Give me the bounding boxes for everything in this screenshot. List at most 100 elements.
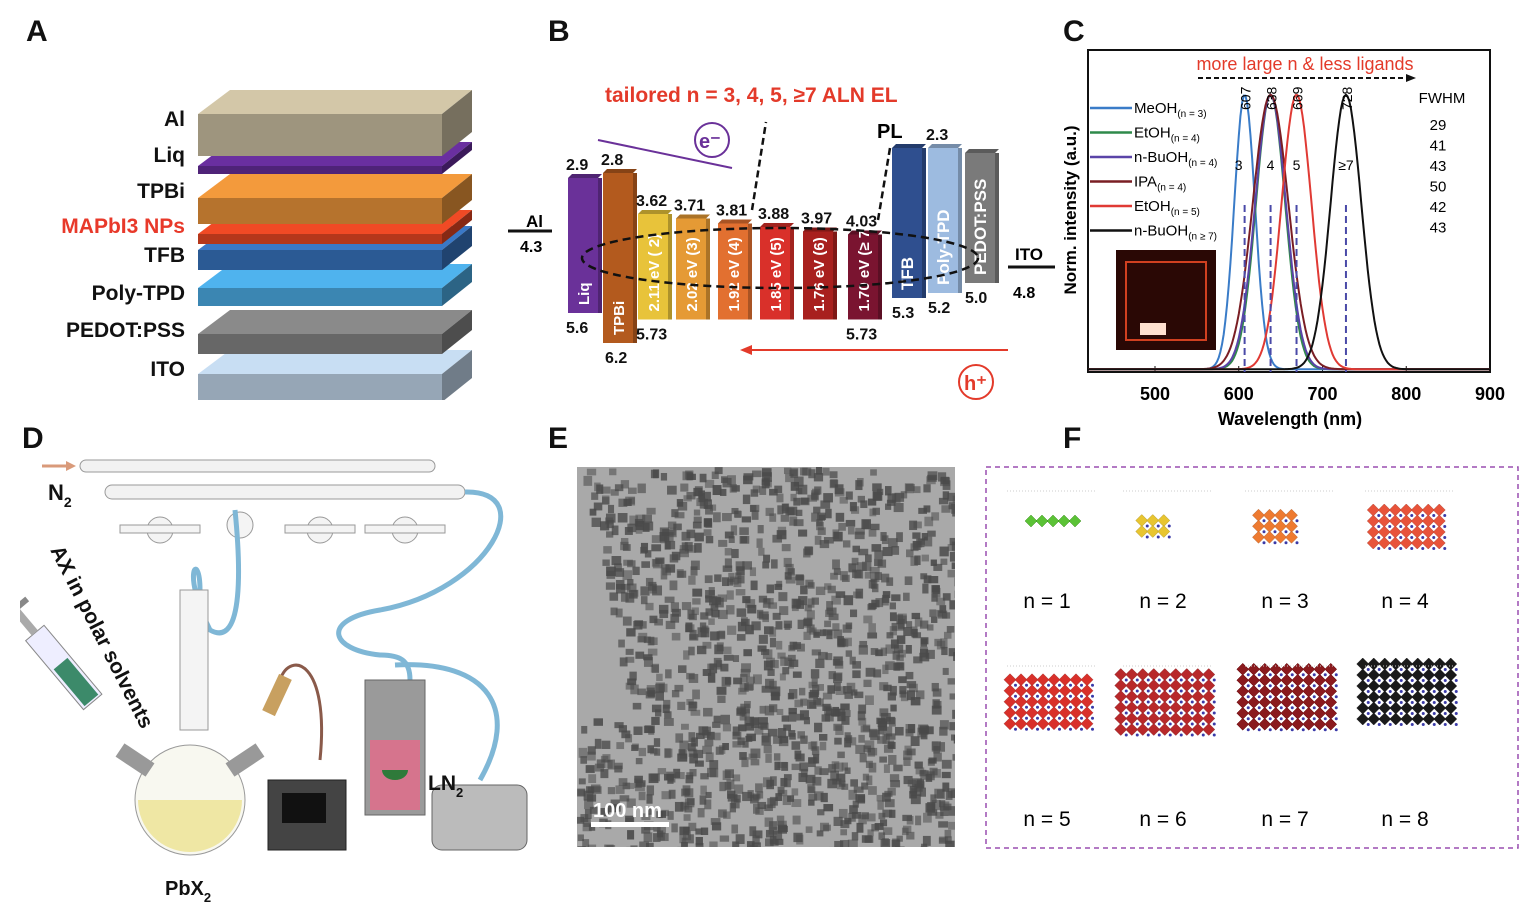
nanocrystal xyxy=(635,651,645,659)
nanocrystal xyxy=(701,625,709,634)
a-site-cation xyxy=(1124,722,1128,726)
octahedron xyxy=(1411,690,1425,704)
nanocrystal xyxy=(709,841,718,847)
nanocrystal xyxy=(747,790,754,799)
layer-7-front xyxy=(198,374,442,400)
nanocrystal xyxy=(639,841,649,847)
a-site-cation xyxy=(1334,695,1338,699)
a-site-cation xyxy=(1388,723,1392,726)
a-site-cation xyxy=(1388,690,1392,693)
nanocrystal xyxy=(941,646,948,656)
nanocrystal xyxy=(903,627,912,637)
nanocrystal xyxy=(643,636,651,644)
nanocrystal xyxy=(664,596,675,603)
a-site-cation xyxy=(1399,525,1403,528)
nanocrystal xyxy=(854,570,864,579)
bar-side xyxy=(958,148,962,293)
nanocrystal xyxy=(588,774,597,784)
nanocrystal xyxy=(788,712,797,722)
octahedron xyxy=(1269,673,1283,687)
nanocrystal xyxy=(947,569,955,578)
a-site-cation xyxy=(1212,700,1216,704)
nanocrystal xyxy=(841,783,849,790)
octahedron xyxy=(1158,668,1172,681)
nanocrystal xyxy=(671,509,679,518)
nanocrystal xyxy=(630,845,638,847)
nanocrystal xyxy=(761,685,771,693)
a-site-cation xyxy=(1135,711,1139,715)
nanocrystal xyxy=(788,730,796,737)
nanocrystal xyxy=(792,642,802,649)
n-label: ≥7 xyxy=(1338,157,1354,173)
nanocrystal xyxy=(735,589,746,596)
nanocrystal xyxy=(825,609,834,618)
nanocrystal xyxy=(679,548,690,558)
vacuum-manifold xyxy=(104,484,466,500)
nanocrystal xyxy=(657,768,667,775)
nanocrystal xyxy=(764,817,774,827)
nanocrystal xyxy=(627,560,636,568)
nanocrystal xyxy=(793,832,803,843)
top-energy: 2.9 xyxy=(566,157,588,174)
nanocrystal xyxy=(754,726,764,735)
nanocrystal xyxy=(838,522,846,531)
layer-2-front xyxy=(198,198,442,224)
a-site-cation xyxy=(1036,705,1039,709)
nanocrystal xyxy=(815,586,826,596)
octahedron xyxy=(1003,684,1017,698)
nanocrystal xyxy=(876,794,883,802)
nanocrystal xyxy=(585,765,595,773)
octahedron xyxy=(1433,679,1447,693)
nanocrystal xyxy=(867,498,877,506)
nanocrystal xyxy=(932,585,940,594)
octahedron xyxy=(1366,525,1380,539)
octahedron xyxy=(1158,701,1172,714)
octahedron xyxy=(1378,712,1392,726)
nanocrystal xyxy=(758,547,765,556)
a-site-cation xyxy=(1212,678,1216,682)
nanocrystal xyxy=(683,650,690,660)
nanocrystal xyxy=(890,780,901,788)
energy-bar xyxy=(718,223,748,320)
nanocrystal xyxy=(885,503,892,510)
nanocrystal xyxy=(617,513,628,523)
octahedron xyxy=(1191,679,1205,692)
energy-bar xyxy=(803,231,833,320)
nanocrystal xyxy=(664,711,672,719)
nanocrystal xyxy=(646,507,656,515)
nanocrystal xyxy=(849,805,858,814)
fwhm-value: 50 xyxy=(1430,179,1447,196)
nanocrystal xyxy=(625,656,635,663)
a-site-cation xyxy=(1257,695,1261,699)
energy-bar xyxy=(603,173,633,343)
nanocrystal xyxy=(941,505,951,513)
nanocrystal xyxy=(627,579,634,586)
octahedron xyxy=(1069,706,1083,720)
nanocrystal xyxy=(868,762,877,773)
nanocrystal xyxy=(886,733,896,740)
nanocrystal xyxy=(816,519,823,527)
a-site-cation xyxy=(1156,535,1160,539)
nanocrystal xyxy=(893,644,904,654)
nanocrystal xyxy=(669,554,679,563)
nanocrystal xyxy=(832,529,840,539)
nanocrystal xyxy=(769,821,777,830)
nanocrystal xyxy=(930,559,937,566)
scale-bar-label: 100 nm xyxy=(593,800,662,822)
octahedron xyxy=(1252,530,1265,544)
bar-top xyxy=(965,149,999,153)
nanocrystal xyxy=(713,657,722,668)
nanocrystal xyxy=(720,714,730,725)
octahedron xyxy=(1080,717,1094,731)
bar-side xyxy=(668,214,672,320)
octahedron xyxy=(1433,657,1447,671)
nanocrystal xyxy=(615,579,625,590)
nanocrystal xyxy=(870,730,880,741)
a-site-cation xyxy=(1262,530,1266,534)
nanocrystal xyxy=(893,502,904,513)
nanocrystal xyxy=(809,701,817,709)
nanocrystal xyxy=(936,609,943,617)
octahedron xyxy=(1366,514,1380,528)
a-site-cation xyxy=(1432,536,1436,539)
nanocrystal xyxy=(662,529,670,536)
